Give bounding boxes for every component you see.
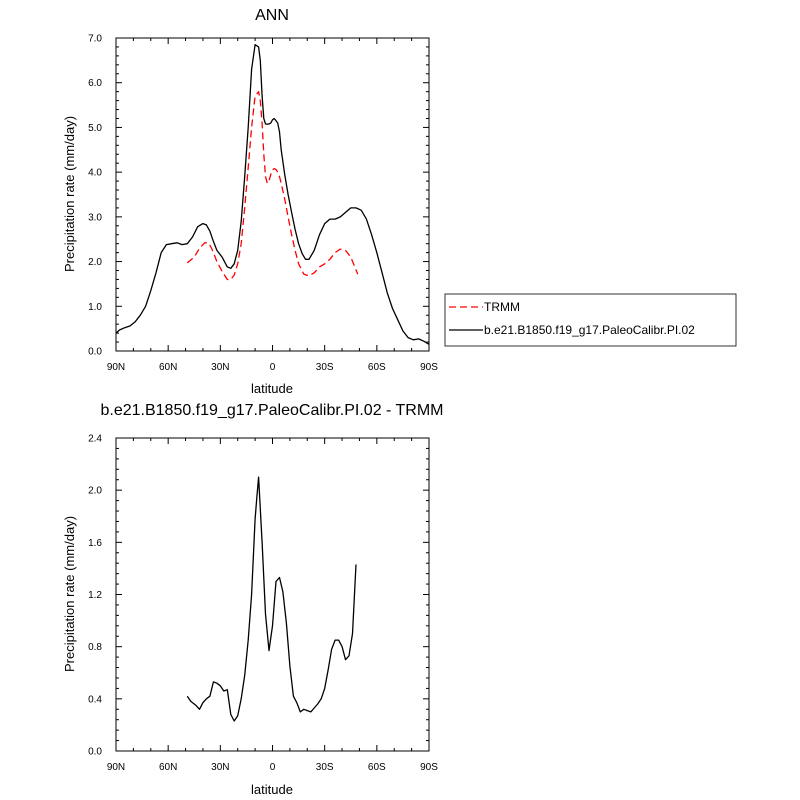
legend-box <box>444 293 737 347</box>
y-tick-label: 0.4 <box>88 694 102 705</box>
x-tick-label: 90N <box>107 362 125 373</box>
y-tick-label: 6.0 <box>88 78 102 89</box>
y-tick-label: 0.0 <box>88 747 102 758</box>
top-chart: ANN 90N 60N 30N 0 30S 60S 90S 0.0 1.0 2.0 3.0 4.0 5.… <box>62 7 737 396</box>
x-tick-label: 0 <box>270 362 276 373</box>
x-tick-label: 60S <box>368 362 386 373</box>
top-chart-legend: TRMM b.e21.B1850.f19_g17.PaleoCalibr.PI.… <box>444 293 737 347</box>
y-tick-label: 1.0 <box>88 302 102 313</box>
series-line-trmm <box>186 91 359 281</box>
x-tick-label: 90S <box>420 762 438 773</box>
x-tick-label: 0 <box>270 762 276 773</box>
x-tick-label: 60N <box>159 762 177 773</box>
bottom-chart: b.e21.B1850.f19_g17.PaleoCalibr.PI.02 - … <box>62 402 444 797</box>
y-tick-label: 2.0 <box>88 486 102 497</box>
bottom-chart-frame <box>115 437 430 752</box>
y-tick-label: 1.6 <box>88 538 102 549</box>
bottom-chart-ticks: 90N 60N 30N 0 30S 60S 90S 0.0 0.4 0.8 1.2 1.6 2.0 2.4 <box>88 434 438 774</box>
y-tick-label: 5.0 <box>88 123 102 134</box>
bottom-chart-series-layer <box>186 476 357 722</box>
bottom-chart-x-axis-title: latitude <box>251 782 293 797</box>
y-tick-label: 2.4 <box>88 434 102 445</box>
legend-label-trmm: TRMM <box>484 300 520 314</box>
series-line-difference <box>186 476 357 722</box>
x-tick-label: 30N <box>211 362 229 373</box>
top-chart-ticks: 90N 60N 30N 0 30S 60S 90S 0.0 1.0 2.0 3.0 4.0 5.0 6.0… <box>88 34 438 374</box>
x-tick-label: 30N <box>211 762 229 773</box>
y-tick-label: 0.0 <box>88 347 102 358</box>
x-tick-label: 60S <box>368 762 386 773</box>
x-tick-label: 30S <box>316 762 334 773</box>
top-chart-frame <box>115 37 430 352</box>
bottom-chart-title: b.e21.B1850.f19_g17.PaleoCalibr.PI.02 - … <box>100 402 443 419</box>
y-tick-label: 2.0 <box>88 257 102 268</box>
bottom-chart-y-axis-title: Precipitation rate (mm/day) <box>62 516 77 672</box>
top-chart-y-axis-title: Precipitation rate (mm/day) <box>62 116 77 272</box>
x-tick-label: 60N <box>159 362 177 373</box>
x-tick-label: 30S <box>316 362 334 373</box>
series-line-model <box>115 44 430 345</box>
x-tick-label: 90S <box>420 362 438 373</box>
top-chart-title: ANN <box>255 7 289 24</box>
x-tick-label: 90N <box>107 762 125 773</box>
legend-label-model: b.e21.B1850.f19_g17.PaleoCalibr.PI.02 <box>484 323 695 337</box>
y-tick-label: 4.0 <box>88 168 102 179</box>
top-chart-x-axis-title: latitude <box>251 381 293 396</box>
y-tick-label: 0.8 <box>88 642 102 653</box>
top-chart-series-layer <box>115 44 430 345</box>
y-tick-label: 1.2 <box>88 590 102 601</box>
y-tick-label: 7.0 <box>88 34 102 45</box>
y-tick-label: 3.0 <box>88 212 102 223</box>
